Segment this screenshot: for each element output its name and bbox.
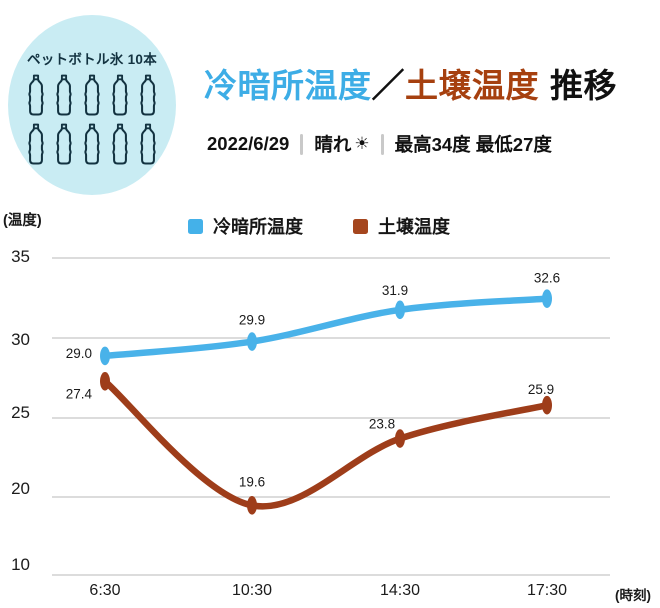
bottle-row <box>25 122 159 166</box>
x-axis-unit-label: (時刻) <box>615 588 651 603</box>
data-point-label: 25.9 <box>528 382 554 397</box>
y-axis-tick-label: 35 <box>11 247 30 266</box>
high-low-temps: 最高34度 最低27度 <box>394 134 552 155</box>
data-point-label: 31.9 <box>382 283 408 298</box>
y-axis-unit-label: (温度) <box>3 213 42 229</box>
title-cool-place: 冷暗所温度 <box>204 67 372 104</box>
data-point-label: 29.0 <box>66 346 92 361</box>
title-soil: 土壌温度 <box>405 67 539 104</box>
badge-label: ペットボトル氷 10本 <box>26 52 158 67</box>
legend-label-cool-place: 冷暗所温度 <box>213 217 303 237</box>
data-point <box>395 429 405 448</box>
data-point-label: 32.6 <box>534 271 560 286</box>
date-text: 2022/6/29 <box>207 133 290 154</box>
divider <box>380 133 384 155</box>
data-point-label: 19.6 <box>239 474 265 489</box>
pet-bottle-icon <box>28 123 44 165</box>
pet-bottle-icon <box>140 74 156 116</box>
bottle-row <box>25 73 159 117</box>
pet-bottle-icon <box>84 123 100 165</box>
data-point-label: 29.9 <box>239 313 265 328</box>
data-point <box>542 395 552 415</box>
x-axis-tick-label: 10:30 <box>232 582 272 599</box>
y-axis-tick-label: 25 <box>11 403 30 422</box>
pet-bottle-icon <box>56 123 72 165</box>
data-point <box>100 346 110 366</box>
data-point <box>395 300 405 320</box>
y-axis-tick-label: 10 <box>11 555 30 574</box>
y-axis-tick-label: 30 <box>11 330 30 349</box>
data-point-label: 27.4 <box>66 386 93 401</box>
pet-bottle-icon <box>140 123 156 165</box>
data-point <box>542 289 552 308</box>
series-line-0 <box>101 295 551 360</box>
title-suffix: 推移 <box>550 67 617 104</box>
pet-bottle-icon <box>56 74 72 116</box>
sun-icon: ☀ <box>354 134 370 153</box>
page-title: 冷暗所温度／土壌温度 推移 <box>204 67 617 105</box>
series-line-1 <box>101 378 551 510</box>
chart-legend: 冷暗所温度 土壌温度 <box>188 213 450 239</box>
ice-bottles-badge: ペットボトル氷 10本 <box>8 15 176 195</box>
pet-bottle-icon <box>84 74 100 116</box>
data-point-label: 23.8 <box>369 417 395 432</box>
date-weather-line: 2022/6/29 晴れ ☀ 最高34度 最低27度 <box>207 131 552 157</box>
legend-swatch-soil <box>353 218 368 234</box>
pet-bottle-icon <box>112 74 128 116</box>
divider <box>300 133 304 155</box>
pet-bottle-icon <box>112 123 128 165</box>
legend-swatch-cool-place <box>188 218 203 234</box>
weather-text: 晴れ <box>314 134 352 155</box>
y-axis-tick-label: 20 <box>11 479 30 498</box>
data-point <box>247 332 257 351</box>
x-axis-tick-label: 17:30 <box>527 582 567 599</box>
x-axis-tick-label: 6:30 <box>89 582 120 599</box>
data-point <box>247 496 257 515</box>
bottle-grid <box>25 68 159 166</box>
legend-label-soil: 土壌温度 <box>378 217 450 237</box>
x-axis-tick-label: 14:30 <box>380 582 420 599</box>
data-point <box>100 372 110 391</box>
pet-bottle-icon <box>28 74 44 116</box>
title-slash: ／ <box>371 67 405 104</box>
